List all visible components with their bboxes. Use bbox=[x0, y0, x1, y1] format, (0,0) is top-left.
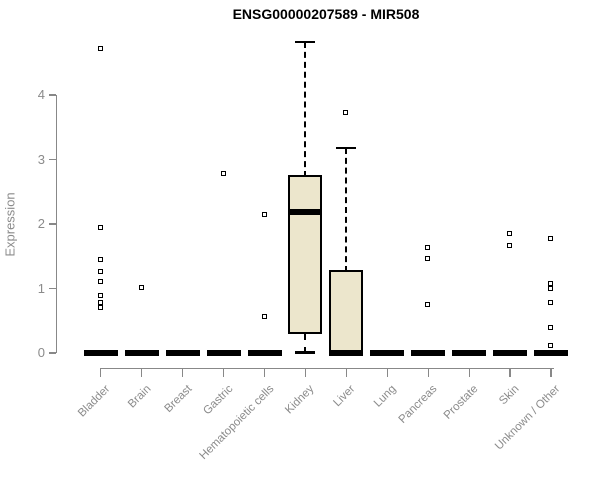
outlier-point bbox=[97, 257, 103, 263]
x-axis-tick bbox=[345, 368, 348, 377]
median-line bbox=[124, 350, 159, 356]
x-axis-tick bbox=[222, 368, 225, 377]
outlier-point bbox=[220, 170, 226, 176]
outlier-point bbox=[97, 304, 103, 310]
x-axis-line bbox=[100, 367, 554, 369]
outlier-point bbox=[97, 279, 103, 285]
median-line bbox=[165, 350, 200, 356]
median-line bbox=[411, 350, 446, 356]
outlier-point bbox=[138, 284, 144, 290]
median-line bbox=[83, 350, 118, 356]
median-line bbox=[452, 350, 487, 356]
outlier-point bbox=[548, 280, 554, 286]
y-axis-tick bbox=[48, 223, 56, 225]
outlier-point bbox=[507, 231, 513, 237]
outlier-point bbox=[261, 211, 267, 217]
y-tick-label: 3 bbox=[37, 151, 45, 167]
outlier-point bbox=[97, 224, 103, 230]
lower-whisker-cap bbox=[295, 351, 316, 354]
y-tick-label: 2 bbox=[37, 216, 45, 231]
y-tick-label: 0 bbox=[37, 345, 45, 360]
outlier-point bbox=[425, 302, 431, 308]
median-line bbox=[534, 350, 569, 356]
x-axis-tick bbox=[99, 368, 102, 377]
outlier-point bbox=[548, 342, 554, 348]
x-axis-tick bbox=[509, 368, 511, 377]
outlier-point bbox=[261, 313, 267, 319]
box-iqr bbox=[288, 174, 323, 334]
x-axis-tick bbox=[427, 368, 430, 377]
y-axis-tick bbox=[48, 287, 56, 290]
x-axis-tick bbox=[181, 368, 184, 377]
median-line bbox=[247, 350, 282, 356]
outlier-point bbox=[507, 242, 513, 248]
outlier-point bbox=[548, 286, 554, 292]
y-axis-line bbox=[55, 95, 57, 353]
y-axis-tick bbox=[48, 94, 56, 96]
lower-whisker bbox=[304, 333, 307, 353]
median-line bbox=[370, 350, 405, 356]
y-tick-label: 1 bbox=[37, 280, 45, 296]
upper-whisker bbox=[304, 42, 307, 177]
y-axis-tick bbox=[48, 352, 56, 354]
y-tick-label: 4 bbox=[37, 87, 45, 102]
outlier-point bbox=[548, 235, 554, 241]
outlier-point bbox=[425, 244, 431, 250]
x-axis-tick bbox=[386, 368, 389, 377]
x-axis-tick bbox=[140, 368, 143, 377]
x-axis-tick bbox=[550, 368, 552, 377]
outlier-point bbox=[97, 293, 103, 299]
upper-whisker-cap bbox=[295, 40, 316, 44]
outlier-point bbox=[548, 299, 554, 305]
median-line bbox=[288, 208, 323, 215]
x-axis-tick bbox=[304, 368, 307, 377]
median-line bbox=[329, 350, 364, 356]
outlier-point bbox=[548, 324, 554, 330]
outlier-point bbox=[97, 45, 103, 51]
outlier-point bbox=[425, 255, 431, 261]
x-axis-tick bbox=[468, 368, 470, 377]
x-axis-tick bbox=[263, 368, 266, 377]
outlier-point bbox=[343, 110, 349, 116]
outlier-point bbox=[97, 268, 103, 274]
chart-title: ENSG00000207589 - MIR508 bbox=[232, 6, 420, 22]
upper-whisker bbox=[345, 147, 348, 272]
outlier-point bbox=[97, 300, 103, 306]
median-line bbox=[493, 350, 528, 356]
median-line bbox=[206, 350, 241, 356]
box-iqr bbox=[329, 269, 364, 355]
y-axis-tick bbox=[48, 158, 56, 161]
upper-whisker-cap bbox=[336, 146, 357, 150]
